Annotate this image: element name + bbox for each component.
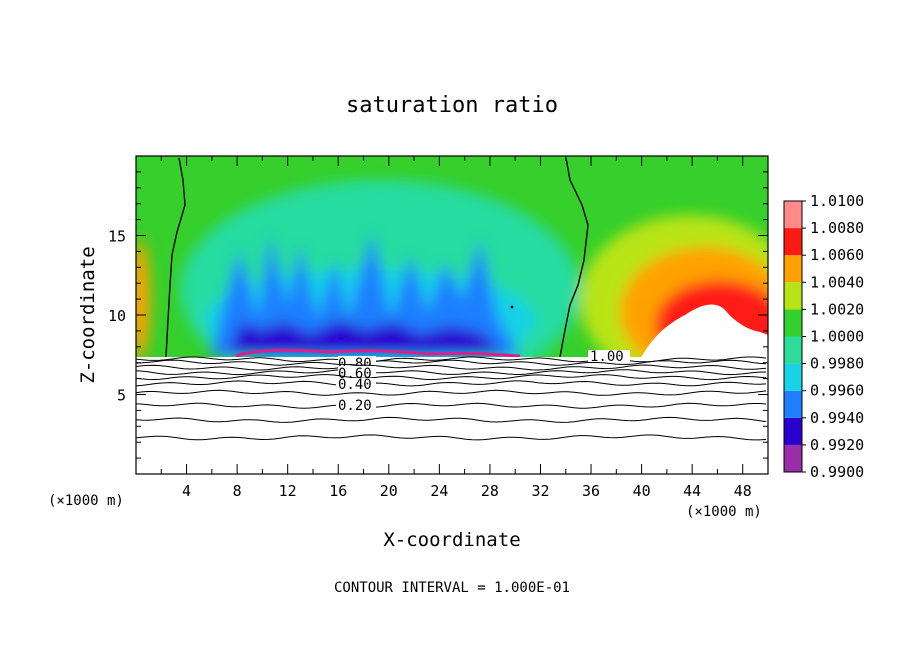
colorbar-swatch (784, 282, 802, 310)
x-tick-label: 32 (531, 482, 549, 500)
x-tick-label: 4 (182, 482, 191, 500)
colorbar-label: 1.0000 (810, 328, 864, 346)
colorbar-swatch (784, 255, 802, 283)
field-cloud-white-core (640, 304, 768, 360)
contour-line (136, 369, 767, 376)
x-tick-label: 16 (329, 482, 347, 500)
colorbar-label: 0.9980 (810, 355, 864, 373)
contour-1.00-right (559, 157, 589, 358)
colorbar-swatch (784, 228, 802, 256)
colorbar-swatch (784, 201, 802, 229)
contour-1.00-left (165, 157, 186, 358)
x-unit-left: (×1000 m) (48, 493, 124, 509)
contour-label-0.20: 0.20 (338, 398, 372, 414)
colorbar-label: 1.0040 (810, 273, 864, 291)
y-tick-label: 10 (108, 307, 126, 325)
x-tick-label: 12 (279, 482, 297, 500)
contour-line (136, 389, 767, 396)
contour-label-1.00: 1.00 (590, 349, 624, 365)
contour-line (136, 416, 767, 423)
colorbar-swatch (784, 336, 802, 364)
colorbar-swatch (784, 417, 802, 445)
chart-title: saturation ratio (346, 93, 558, 118)
colorbar-label: 1.0020 (810, 300, 864, 318)
x-axis: 4 8 12 16 20 24 28 32 36 40 44 48 (160, 156, 752, 500)
colorbar-label: 0.9960 (810, 382, 864, 400)
x-unit-right: (×1000 m) (686, 504, 762, 520)
contour-line (136, 364, 767, 371)
contour-interval-note: CONTOUR INTERVAL = 1.000E-01 (334, 580, 570, 596)
colorbar-label: 0.9920 (810, 436, 864, 454)
contour-line (136, 402, 767, 409)
colorbar-label: 1.0060 (810, 246, 864, 264)
y-tick-label: 5 (117, 387, 126, 405)
contour-line (136, 359, 767, 366)
y-axis: 5 10 15 (108, 171, 768, 459)
contour-labels: 0.80 0.60 0.40 0.20 1.00 (336, 349, 630, 414)
colorbar-label: 0.9900 (810, 463, 864, 481)
colorbar-swatch (784, 390, 802, 418)
saturation-field (136, 156, 768, 474)
field-dark-blue-band (228, 320, 505, 356)
colorbar-swatch (784, 363, 802, 391)
contour-1.00-dot (510, 305, 514, 309)
x-tick-label: 8 (233, 482, 242, 500)
x-tick-label: 40 (633, 482, 651, 500)
colorbar-swatch (784, 309, 802, 337)
contour-line (136, 374, 767, 381)
colorbar-label: 1.0080 (810, 219, 864, 237)
colorbar: 0.9900 0.9920 0.9940 0.9960 0.9980 1.0000 1.00… (783, 192, 864, 481)
x-axis-label: X-coordinate (383, 529, 520, 551)
x-tick-label: 28 (481, 482, 499, 500)
contour-line (136, 380, 767, 387)
x-tick-label: 24 (430, 482, 448, 500)
contour-line (136, 434, 767, 441)
x-tick-label: 48 (734, 482, 752, 500)
y-tick-label: 15 (108, 228, 126, 246)
colorbar-label: 1.0100 (810, 192, 864, 210)
colorbar-swatch (784, 444, 802, 472)
x-tick-label: 36 (582, 482, 600, 500)
colorbar-label: 0.9940 (810, 409, 864, 427)
contour-label-0.40: 0.40 (338, 377, 372, 393)
x-tick-label: 44 (683, 482, 701, 500)
y-axis-label: Z-coordinate (77, 246, 99, 383)
field-left-edge-warm (136, 240, 150, 360)
field-cloud-base-pink (235, 348, 521, 358)
x-tick-label: 20 (380, 482, 398, 500)
contour-lines (136, 356, 767, 441)
